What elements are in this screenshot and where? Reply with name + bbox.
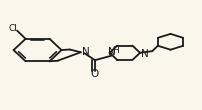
Text: N: N	[81, 48, 89, 57]
Text: Cl: Cl	[9, 24, 18, 33]
Text: N: N	[107, 47, 115, 57]
Text: N: N	[140, 49, 148, 59]
Text: O: O	[90, 69, 98, 79]
Text: H: H	[111, 46, 118, 55]
